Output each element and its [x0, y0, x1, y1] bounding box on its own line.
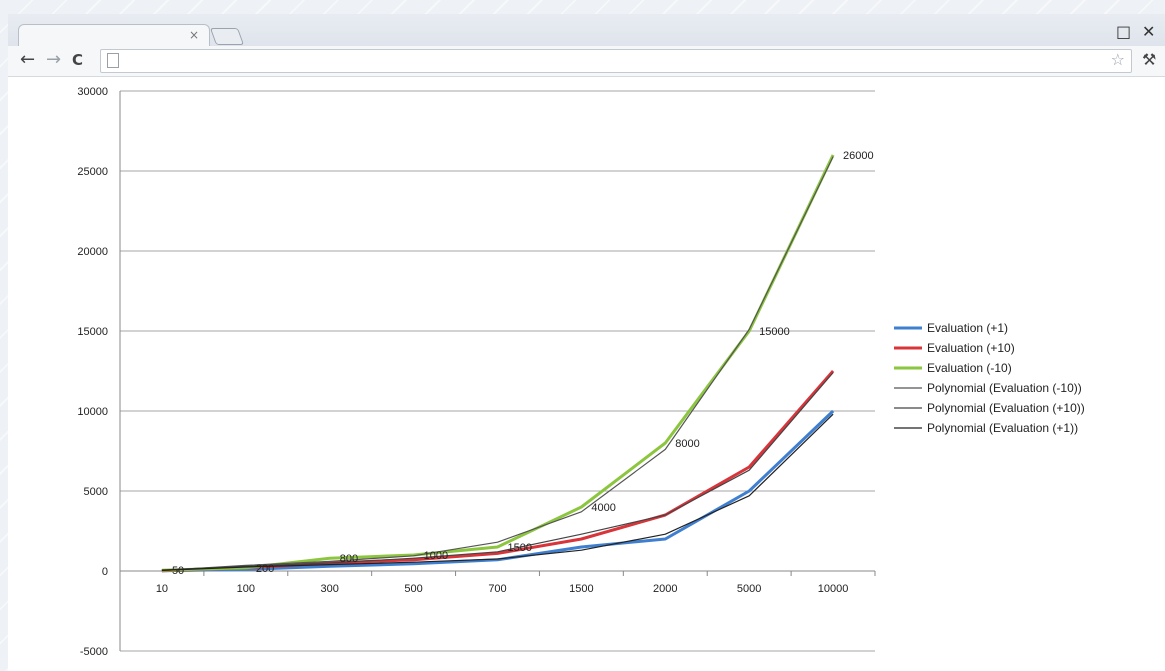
legend-label: Evaluation (+1): [927, 321, 1008, 335]
wrench-icon[interactable]: ⚒: [1142, 50, 1157, 69]
y-tick-label: 5000: [84, 486, 108, 498]
y-tick-label: -5000: [80, 646, 108, 658]
series-line: [161, 156, 834, 572]
y-tick-label: 0: [102, 566, 108, 578]
forward-icon[interactable]: →: [46, 49, 62, 70]
page-icon: [107, 53, 119, 68]
line-chart: -5000 0 5000 10000 15000 20000 25000 30000 10 100…: [77, 86, 1085, 658]
reload-icon[interactable]: C: [72, 51, 84, 69]
y-tick-label: 30000: [77, 86, 108, 98]
browser-window: × □ ✕ ← → C ☆ ⚒ -5000 0 5000 10000 15000 2000…: [8, 14, 1165, 671]
page-content: -5000 0 5000 10000 15000 20000 25000 30000 10 100…: [8, 77, 1165, 671]
x-tick-label: 10000: [818, 583, 849, 595]
series-line: [161, 372, 834, 571]
data-label: 8000: [675, 438, 699, 450]
data-label: 200: [256, 563, 274, 575]
x-tick-label: 2000: [653, 583, 677, 595]
y-tick-label: 15000: [77, 326, 108, 338]
tab-strip: × □ ✕: [8, 14, 1165, 49]
data-label: 50: [172, 565, 184, 577]
x-tick-label: 5000: [737, 583, 761, 595]
data-label: 800: [340, 553, 358, 565]
legend-label: Polynomial (Evaluation (+10)): [927, 401, 1085, 415]
y-tick-label: 25000: [77, 166, 108, 178]
tab-close-icon[interactable]: ×: [188, 28, 199, 42]
series-line: [161, 409, 835, 573]
star-icon[interactable]: ☆: [1110, 50, 1125, 69]
x-tick-label: 300: [321, 583, 339, 595]
back-icon[interactable]: ←: [20, 49, 36, 70]
series-line: [161, 154, 835, 572]
data-label: 15000: [759, 326, 790, 338]
browser-tab[interactable]: ×: [18, 24, 210, 49]
series-line: [161, 413, 834, 571]
legend-label: Polynomial (Evaluation (-10)): [927, 381, 1082, 395]
x-tick-label: 1500: [569, 583, 593, 595]
x-tick-label: 10: [156, 583, 168, 595]
series-line: [161, 370, 835, 573]
legend-label: Polynomial (Evaluation (+1)): [927, 421, 1078, 435]
x-tick-label: 500: [404, 583, 422, 595]
x-tick-label: 100: [237, 583, 255, 595]
data-label: 26000: [843, 150, 874, 162]
address-input[interactable]: [125, 52, 1089, 70]
y-tick-label: 20000: [77, 246, 108, 258]
browser-toolbar: ← → C ☆ ⚒: [8, 46, 1165, 77]
close-icon[interactable]: ✕: [1142, 22, 1156, 41]
y-tick-label: 10000: [77, 406, 108, 418]
data-label: 1000: [424, 550, 448, 562]
maximize-icon[interactable]: □: [1116, 22, 1132, 41]
legend-label: Evaluation (-10): [927, 361, 1012, 375]
new-tab-button[interactable]: [209, 28, 245, 45]
data-label: 4000: [591, 502, 615, 514]
data-label: 1500: [508, 542, 532, 554]
legend-label: Evaluation (+10): [927, 341, 1015, 355]
x-tick-label: 700: [488, 583, 506, 595]
address-bar[interactable]: ☆: [100, 49, 1132, 73]
